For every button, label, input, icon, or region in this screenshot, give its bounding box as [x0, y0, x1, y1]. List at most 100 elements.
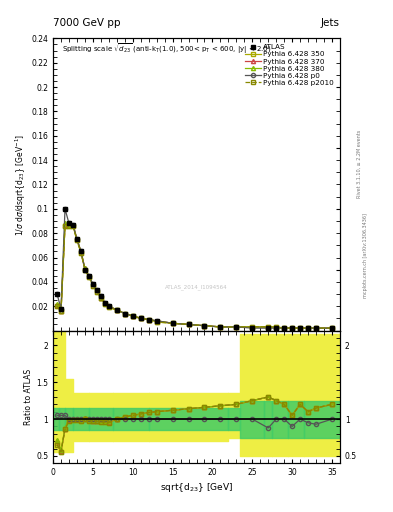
Pythia 6.428 350 [186, 322, 191, 328]
Pythia 6.428 370 [95, 287, 99, 293]
Pythia 6.428 p2010 [314, 325, 318, 331]
Pythia 6.428 p2010 [90, 283, 95, 289]
Pythia 6.428 p0 [250, 325, 255, 331]
Pythia 6.428 p2010 [330, 325, 334, 331]
Pythia 6.428 370 [55, 302, 59, 308]
Pythia 6.428 p0 [234, 324, 239, 330]
ATLAS [234, 324, 239, 330]
Pythia 6.428 p0 [95, 287, 99, 293]
Pythia 6.428 350 [83, 267, 87, 273]
Y-axis label: Ratio to ATLAS: Ratio to ATLAS [24, 369, 33, 425]
Line: ATLAS: ATLAS [55, 206, 334, 331]
Pythia 6.428 380 [306, 325, 310, 331]
ATLAS [146, 316, 151, 323]
Pythia 6.428 p0 [266, 325, 270, 331]
Pythia 6.428 350 [114, 307, 119, 313]
Pythia 6.428 350 [218, 324, 223, 330]
Pythia 6.428 p0 [99, 293, 103, 300]
Pythia 6.428 p0 [62, 206, 67, 212]
ATLAS [103, 300, 107, 306]
Pythia 6.428 370 [290, 325, 294, 331]
Line: Pythia 6.428 350: Pythia 6.428 350 [55, 224, 334, 330]
Pythia 6.428 370 [67, 222, 72, 228]
Pythia 6.428 370 [274, 324, 279, 330]
Pythia 6.428 p0 [103, 300, 107, 306]
Pythia 6.428 p2010 [79, 249, 83, 255]
Pythia 6.428 380 [290, 325, 294, 331]
Pythia 6.428 370 [234, 324, 239, 330]
Pythia 6.428 p2010 [62, 223, 67, 229]
Pythia 6.428 p0 [123, 310, 127, 316]
Pythia 6.428 380 [154, 318, 159, 324]
Pythia 6.428 p0 [107, 303, 111, 309]
Pythia 6.428 380 [95, 287, 99, 293]
Pythia 6.428 380 [146, 316, 151, 323]
Pythia 6.428 380 [314, 325, 318, 331]
Pythia 6.428 p0 [146, 316, 151, 323]
Pythia 6.428 350 [107, 304, 111, 310]
ATLAS [154, 318, 159, 324]
Line: Pythia 6.428 370: Pythia 6.428 370 [55, 223, 334, 330]
Pythia 6.428 p2010 [154, 319, 159, 325]
Pythia 6.428 p2010 [83, 267, 87, 273]
Text: mcplots.cern.ch [arXiv:1306.3436]: mcplots.cern.ch [arXiv:1306.3436] [363, 214, 368, 298]
Pythia 6.428 370 [170, 320, 175, 326]
Pythia 6.428 p2010 [95, 289, 99, 295]
Pythia 6.428 350 [282, 325, 286, 331]
Pythia 6.428 p2010 [170, 320, 175, 326]
Pythia 6.428 p0 [79, 248, 83, 254]
Pythia 6.428 380 [86, 273, 91, 279]
Line: Pythia 6.428 p0: Pythia 6.428 p0 [55, 207, 334, 330]
Pythia 6.428 p2010 [103, 301, 107, 307]
Pythia 6.428 p0 [86, 273, 91, 279]
Pythia 6.428 p0 [90, 281, 95, 287]
Pythia 6.428 380 [107, 303, 111, 309]
Pythia 6.428 350 [130, 313, 135, 319]
Pythia 6.428 p2010 [202, 323, 207, 329]
Pythia 6.428 380 [90, 281, 95, 287]
Pythia 6.428 380 [234, 324, 239, 330]
ATLAS [86, 273, 91, 279]
Pythia 6.428 370 [99, 294, 103, 301]
ATLAS [274, 325, 279, 331]
Pythia 6.428 p2010 [107, 304, 111, 310]
Pythia 6.428 p0 [290, 325, 294, 331]
Pythia 6.428 380 [186, 322, 191, 328]
Line: Pythia 6.428 380: Pythia 6.428 380 [55, 221, 334, 330]
Pythia 6.428 370 [266, 324, 270, 330]
Pythia 6.428 p2010 [86, 274, 91, 280]
Pythia 6.428 370 [306, 325, 310, 331]
Pythia 6.428 350 [306, 325, 310, 331]
ATLAS [170, 320, 175, 326]
Pythia 6.428 p2010 [130, 313, 135, 319]
Pythia 6.428 p2010 [114, 307, 119, 313]
Pythia 6.428 350 [154, 319, 159, 325]
Pythia 6.428 380 [274, 324, 279, 330]
Pythia 6.428 p0 [298, 325, 303, 331]
Pythia 6.428 p2010 [186, 322, 191, 328]
Pythia 6.428 p0 [114, 307, 119, 313]
Pythia 6.428 p2010 [218, 324, 223, 330]
Pythia 6.428 380 [62, 220, 67, 226]
Pythia 6.428 350 [123, 310, 127, 316]
Pythia 6.428 350 [266, 324, 270, 330]
Pythia 6.428 p2010 [138, 315, 143, 322]
Pythia 6.428 350 [202, 323, 207, 329]
ATLAS [282, 325, 286, 331]
Pythia 6.428 p0 [282, 325, 286, 331]
Legend: ATLAS, Pythia 6.428 350, Pythia 6.428 370, Pythia 6.428 380, Pythia 6.428 p0, Py: ATLAS, Pythia 6.428 350, Pythia 6.428 37… [242, 42, 336, 88]
Pythia 6.428 350 [86, 274, 91, 280]
ATLAS [99, 293, 103, 300]
Pythia 6.428 380 [170, 320, 175, 326]
Pythia 6.428 p0 [202, 323, 207, 329]
ATLAS [266, 325, 270, 331]
ATLAS [55, 291, 59, 297]
Pythia 6.428 p2010 [55, 303, 59, 309]
Pythia 6.428 380 [67, 222, 72, 228]
Pythia 6.428 370 [138, 315, 143, 322]
Pythia 6.428 p0 [59, 306, 63, 312]
Pythia 6.428 370 [114, 307, 119, 313]
Pythia 6.428 p0 [75, 236, 79, 242]
Pythia 6.428 380 [79, 248, 83, 254]
Pythia 6.428 370 [186, 322, 191, 328]
